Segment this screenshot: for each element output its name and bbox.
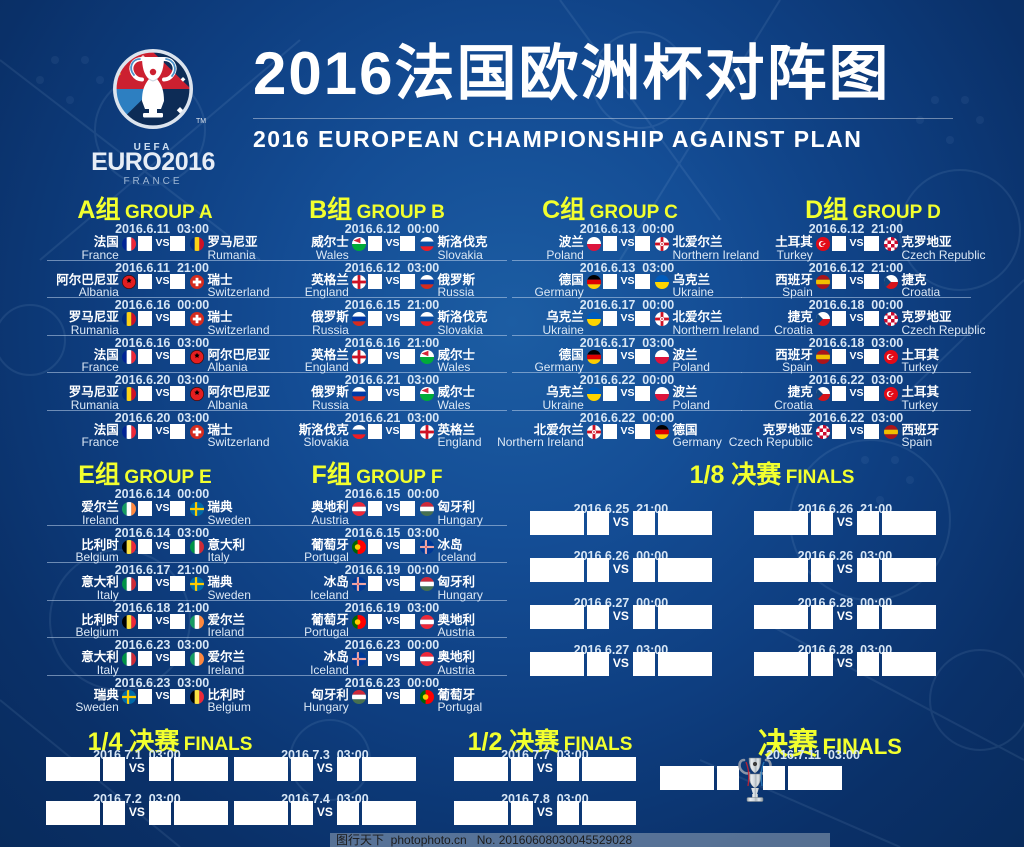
svg-text:TM: TM bbox=[196, 118, 206, 125]
